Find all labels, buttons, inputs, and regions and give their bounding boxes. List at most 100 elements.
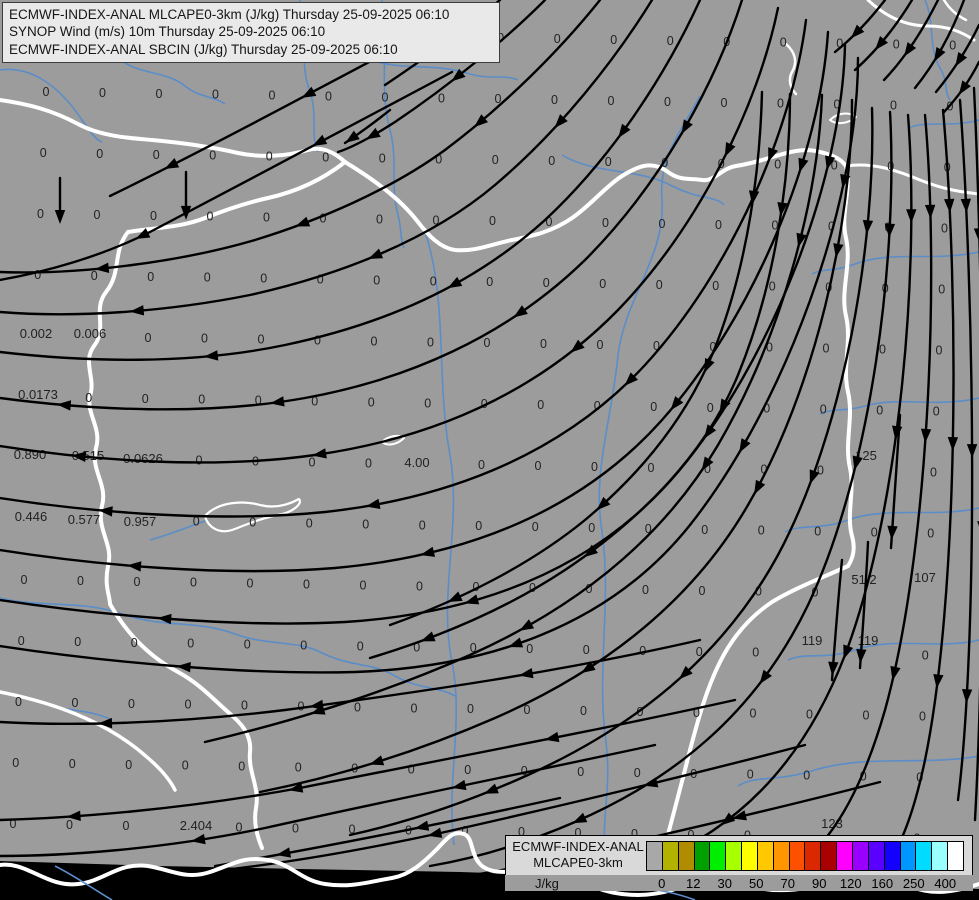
grid-value-label: 0 <box>241 699 248 713</box>
grid-value-label: 0 <box>322 151 329 165</box>
river-path <box>0 68 103 143</box>
grid-value-label: 0 <box>150 209 157 223</box>
wind-arrowhead <box>180 205 192 220</box>
wind-arrowhead <box>754 479 766 495</box>
grid-value-label: 0 <box>648 461 655 475</box>
grid-value-label: 0 <box>467 702 474 716</box>
grid-value-label: 0 <box>949 38 956 52</box>
legend-tick-label: 120 <box>839 876 862 891</box>
grid-value-label: 0 <box>812 586 819 600</box>
grid-value-label: 0 <box>91 269 98 283</box>
grid-value-label: 0 <box>360 578 367 592</box>
grid-value-label: 0 <box>10 817 17 831</box>
legend-color-cell <box>741 842 757 870</box>
wind-arrowhead <box>71 451 87 462</box>
legend-color-cell <box>883 842 900 870</box>
grid-value-label: 0 <box>860 770 867 784</box>
wind-arrowhead <box>312 448 327 459</box>
grid-value-label: 0 <box>650 400 657 414</box>
wind-arrowhead <box>54 210 66 224</box>
wind-arrowhead <box>960 198 972 213</box>
grid-value-label: 0 <box>238 760 245 774</box>
river-path <box>117 57 226 105</box>
country-border <box>0 98 347 164</box>
grid-value-label: 0 <box>602 216 609 230</box>
grid-value-label: 0 <box>834 98 841 112</box>
wind-arrowhead <box>164 158 180 170</box>
grid-value-label: 0 <box>532 520 539 534</box>
grid-value-label: 0 <box>66 818 73 832</box>
grid-value-label: 0 <box>608 94 615 108</box>
grid-value-label: 0 <box>537 398 544 412</box>
legend-color-cell <box>772 842 789 870</box>
wind-arrowhead <box>518 668 534 679</box>
grid-value-label: 0 <box>212 88 219 102</box>
grid-value-label: 0 <box>580 704 587 718</box>
legend-color-cell <box>725 842 742 870</box>
country-border <box>87 230 130 606</box>
grid-value-label: 0 <box>300 639 307 653</box>
grid-value-label: 0 <box>704 462 711 476</box>
wind-arrowhead <box>906 209 917 224</box>
wind-arrowhead <box>583 544 599 558</box>
wind-arrowhead <box>777 201 788 217</box>
grid-value-label: 0 <box>209 149 216 163</box>
wind-streamline <box>258 98 854 794</box>
grid-value-label: 0 <box>659 217 666 231</box>
grid-value-label: 0 <box>204 271 211 285</box>
wind-streamline <box>0 698 737 822</box>
grid-value-label: 0 <box>473 580 480 594</box>
wind-arrowhead <box>759 669 772 685</box>
wind-arrowhead <box>420 631 436 642</box>
wind-arrowhead <box>618 123 631 139</box>
wind-arrowhead <box>451 779 467 791</box>
wind-arrowhead <box>414 820 430 831</box>
grid-value-label: 0 <box>712 279 719 293</box>
grid-value-label: 0 <box>715 218 722 232</box>
wind-arrowhead <box>721 812 736 826</box>
station-value-label: 123 <box>821 816 843 831</box>
wind-arrowhead <box>843 644 854 660</box>
wind-arrowhead <box>451 68 466 82</box>
grid-value-label: 0 <box>586 582 593 596</box>
grid-value-label: 0 <box>190 576 197 590</box>
grid-value-label: 0 <box>416 579 423 593</box>
title-line-sbcin: ECMWF-INDEX-ANAL SBCIN (J/kg) Thursday 2… <box>9 41 398 57</box>
legend-tick-label: 12 <box>686 876 701 891</box>
wind-arrowhead <box>809 469 820 485</box>
grid-value-label: 0 <box>269 89 276 103</box>
wind-arrowhead <box>732 810 747 821</box>
wind-arrowhead <box>295 216 311 227</box>
grid-value-label: 0 <box>311 395 318 409</box>
grid-value-label: 0 <box>96 147 103 161</box>
grid-value-label: 0 <box>922 648 929 662</box>
river-path <box>737 755 979 787</box>
color-legend: ECMWF-INDEX-ANAL MLCAPE0-3km J/kg 0 12 30 5… <box>505 835 973 891</box>
grid-value-label: 0 <box>543 276 550 290</box>
wind-arrowhead <box>570 339 585 353</box>
grid-value-label: 0 <box>433 213 440 227</box>
wind-arrowhead <box>624 372 639 386</box>
grid-value-label: 0 <box>664 95 671 109</box>
grid-value-label: 0 <box>594 399 601 413</box>
grid-value-label: 0 <box>317 273 324 287</box>
country-border <box>108 602 264 850</box>
station-value-label: 0.577 <box>68 512 101 527</box>
wind-streamline <box>913 0 966 90</box>
legend-color-cell <box>836 842 852 870</box>
wind-arrowhead <box>704 358 715 373</box>
wind-arrowhead <box>903 42 917 57</box>
wind-arrowhead <box>724 142 736 157</box>
grid-value-label: 0 <box>535 459 542 473</box>
country-border <box>866 0 976 42</box>
wind-arrowhead <box>852 455 863 471</box>
wind-arrowhead <box>98 506 113 517</box>
grid-value-label: 0 <box>484 336 491 350</box>
grid-value-label: 0 <box>930 465 937 479</box>
country-border <box>381 434 405 446</box>
river-path <box>924 0 951 101</box>
wind-arrowhead <box>966 444 978 459</box>
grid-value-label: 0 <box>772 219 779 233</box>
grid-value-label: 0 <box>368 395 375 409</box>
grid-value-label: 0 <box>645 522 652 536</box>
